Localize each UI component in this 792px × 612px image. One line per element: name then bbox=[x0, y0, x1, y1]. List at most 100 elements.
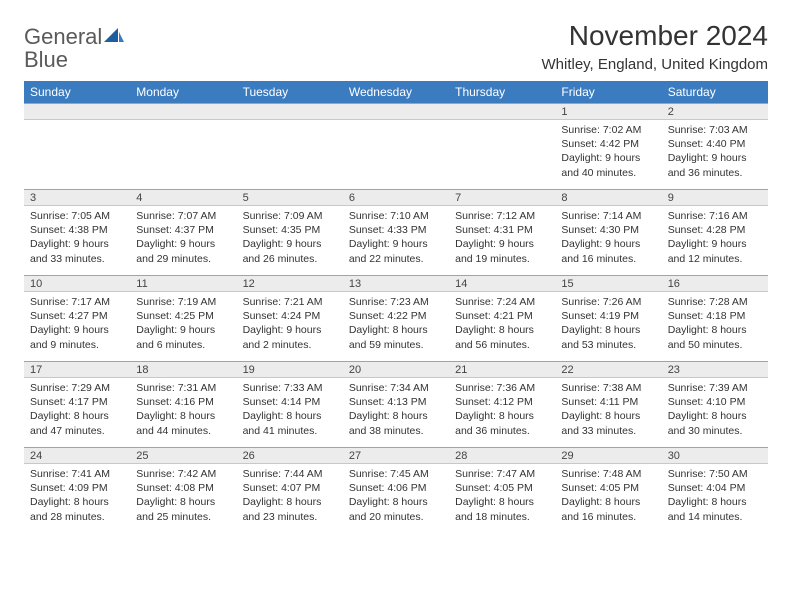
weekday-header: Saturday bbox=[662, 81, 768, 104]
daylight-text: Daylight: 8 hours and 44 minutes. bbox=[136, 409, 230, 437]
sunset-text: Sunset: 4:08 PM bbox=[136, 481, 230, 495]
sunset-text: Sunset: 4:16 PM bbox=[136, 395, 230, 409]
day-cell: Sunrise: 7:24 AMSunset: 4:21 PMDaylight:… bbox=[449, 292, 555, 362]
sunrise-text: Sunrise: 7:31 AM bbox=[136, 381, 230, 395]
day-number: 28 bbox=[449, 448, 555, 464]
day-cell: Sunrise: 7:14 AMSunset: 4:30 PMDaylight:… bbox=[555, 206, 661, 276]
day-cell bbox=[449, 120, 555, 190]
day-number: 24 bbox=[24, 448, 130, 464]
sunrise-text: Sunrise: 7:47 AM bbox=[455, 467, 549, 481]
day-number: 2 bbox=[662, 104, 768, 120]
day-number: 16 bbox=[662, 276, 768, 292]
day-number bbox=[343, 104, 449, 120]
day-number: 17 bbox=[24, 362, 130, 378]
day-cell: Sunrise: 7:29 AMSunset: 4:17 PMDaylight:… bbox=[24, 378, 130, 448]
day-cell: Sunrise: 7:23 AMSunset: 4:22 PMDaylight:… bbox=[343, 292, 449, 362]
day-cell: Sunrise: 7:34 AMSunset: 4:13 PMDaylight:… bbox=[343, 378, 449, 448]
day-cell: Sunrise: 7:10 AMSunset: 4:33 PMDaylight:… bbox=[343, 206, 449, 276]
day-number: 5 bbox=[237, 190, 343, 206]
sunset-text: Sunset: 4:19 PM bbox=[561, 309, 655, 323]
sunrise-text: Sunrise: 7:19 AM bbox=[136, 295, 230, 309]
sunset-text: Sunset: 4:31 PM bbox=[455, 223, 549, 237]
day-cell: Sunrise: 7:03 AMSunset: 4:40 PMDaylight:… bbox=[662, 120, 768, 190]
sunset-text: Sunset: 4:35 PM bbox=[243, 223, 337, 237]
day-cell bbox=[130, 120, 236, 190]
sunset-text: Sunset: 4:33 PM bbox=[349, 223, 443, 237]
sunset-text: Sunset: 4:07 PM bbox=[243, 481, 337, 495]
sunrise-text: Sunrise: 7:03 AM bbox=[668, 123, 762, 137]
day-cell: Sunrise: 7:45 AMSunset: 4:06 PMDaylight:… bbox=[343, 464, 449, 534]
sunrise-text: Sunrise: 7:05 AM bbox=[30, 209, 124, 223]
day-number: 6 bbox=[343, 190, 449, 206]
daylight-text: Daylight: 8 hours and 14 minutes. bbox=[668, 495, 762, 523]
weekday-header: Friday bbox=[555, 81, 661, 104]
daylight-text: Daylight: 9 hours and 16 minutes. bbox=[561, 237, 655, 265]
day-number: 22 bbox=[555, 362, 661, 378]
daylight-text: Daylight: 8 hours and 56 minutes. bbox=[455, 323, 549, 351]
sunset-text: Sunset: 4:11 PM bbox=[561, 395, 655, 409]
day-number-row: 3456789 bbox=[24, 190, 768, 206]
sunrise-text: Sunrise: 7:45 AM bbox=[349, 467, 443, 481]
sunset-text: Sunset: 4:37 PM bbox=[136, 223, 230, 237]
sunset-text: Sunset: 4:17 PM bbox=[30, 395, 124, 409]
sunset-text: Sunset: 4:38 PM bbox=[30, 223, 124, 237]
daylight-text: Daylight: 8 hours and 59 minutes. bbox=[349, 323, 443, 351]
page-header: General Blue November 2024 Whitley, Engl… bbox=[24, 20, 768, 73]
sunrise-text: Sunrise: 7:10 AM bbox=[349, 209, 443, 223]
sunrise-text: Sunrise: 7:28 AM bbox=[668, 295, 762, 309]
sunrise-text: Sunrise: 7:36 AM bbox=[455, 381, 549, 395]
day-cell: Sunrise: 7:38 AMSunset: 4:11 PMDaylight:… bbox=[555, 378, 661, 448]
sunset-text: Sunset: 4:40 PM bbox=[668, 137, 762, 151]
sunrise-text: Sunrise: 7:23 AM bbox=[349, 295, 443, 309]
sunset-text: Sunset: 4:12 PM bbox=[455, 395, 549, 409]
sunrise-text: Sunrise: 7:39 AM bbox=[668, 381, 762, 395]
sunrise-text: Sunrise: 7:41 AM bbox=[30, 467, 124, 481]
day-cell: Sunrise: 7:02 AMSunset: 4:42 PMDaylight:… bbox=[555, 120, 661, 190]
day-number bbox=[130, 104, 236, 120]
daylight-text: Daylight: 8 hours and 23 minutes. bbox=[243, 495, 337, 523]
daylight-text: Daylight: 8 hours and 28 minutes. bbox=[30, 495, 124, 523]
daylight-text: Daylight: 9 hours and 36 minutes. bbox=[668, 151, 762, 179]
daylight-text: Daylight: 9 hours and 26 minutes. bbox=[243, 237, 337, 265]
daylight-text: Daylight: 9 hours and 9 minutes. bbox=[30, 323, 124, 351]
sunrise-text: Sunrise: 7:17 AM bbox=[30, 295, 124, 309]
sunrise-text: Sunrise: 7:42 AM bbox=[136, 467, 230, 481]
day-content-row: Sunrise: 7:05 AMSunset: 4:38 PMDaylight:… bbox=[24, 206, 768, 276]
weekday-header: Monday bbox=[130, 81, 236, 104]
day-cell: Sunrise: 7:17 AMSunset: 4:27 PMDaylight:… bbox=[24, 292, 130, 362]
sunset-text: Sunset: 4:22 PM bbox=[349, 309, 443, 323]
day-number-row: 12 bbox=[24, 104, 768, 120]
sunrise-text: Sunrise: 7:09 AM bbox=[243, 209, 337, 223]
sunset-text: Sunset: 4:09 PM bbox=[30, 481, 124, 495]
daylight-text: Daylight: 8 hours and 47 minutes. bbox=[30, 409, 124, 437]
daylight-text: Daylight: 9 hours and 6 minutes. bbox=[136, 323, 230, 351]
daylight-text: Daylight: 9 hours and 29 minutes. bbox=[136, 237, 230, 265]
sunrise-text: Sunrise: 7:33 AM bbox=[243, 381, 337, 395]
day-cell: Sunrise: 7:28 AMSunset: 4:18 PMDaylight:… bbox=[662, 292, 768, 362]
day-cell: Sunrise: 7:44 AMSunset: 4:07 PMDaylight:… bbox=[237, 464, 343, 534]
day-number bbox=[237, 104, 343, 120]
weekday-header: Sunday bbox=[24, 81, 130, 104]
daylight-text: Daylight: 8 hours and 16 minutes. bbox=[561, 495, 655, 523]
logo-text-1: General bbox=[24, 24, 102, 49]
day-cell: Sunrise: 7:21 AMSunset: 4:24 PMDaylight:… bbox=[237, 292, 343, 362]
day-number: 7 bbox=[449, 190, 555, 206]
sunrise-text: Sunrise: 7:16 AM bbox=[668, 209, 762, 223]
day-content-row: Sunrise: 7:41 AMSunset: 4:09 PMDaylight:… bbox=[24, 464, 768, 534]
day-content-row: Sunrise: 7:29 AMSunset: 4:17 PMDaylight:… bbox=[24, 378, 768, 448]
daylight-text: Daylight: 9 hours and 40 minutes. bbox=[561, 151, 655, 179]
sunrise-text: Sunrise: 7:29 AM bbox=[30, 381, 124, 395]
day-number: 25 bbox=[130, 448, 236, 464]
logo: General Blue bbox=[24, 20, 124, 72]
day-number-row: 10111213141516 bbox=[24, 276, 768, 292]
daylight-text: Daylight: 8 hours and 53 minutes. bbox=[561, 323, 655, 351]
day-cell: Sunrise: 7:26 AMSunset: 4:19 PMDaylight:… bbox=[555, 292, 661, 362]
day-number bbox=[449, 104, 555, 120]
sunset-text: Sunset: 4:27 PM bbox=[30, 309, 124, 323]
day-cell: Sunrise: 7:12 AMSunset: 4:31 PMDaylight:… bbox=[449, 206, 555, 276]
day-cell: Sunrise: 7:36 AMSunset: 4:12 PMDaylight:… bbox=[449, 378, 555, 448]
daylight-text: Daylight: 9 hours and 33 minutes. bbox=[30, 237, 124, 265]
day-number: 18 bbox=[130, 362, 236, 378]
day-number: 4 bbox=[130, 190, 236, 206]
sunset-text: Sunset: 4:10 PM bbox=[668, 395, 762, 409]
